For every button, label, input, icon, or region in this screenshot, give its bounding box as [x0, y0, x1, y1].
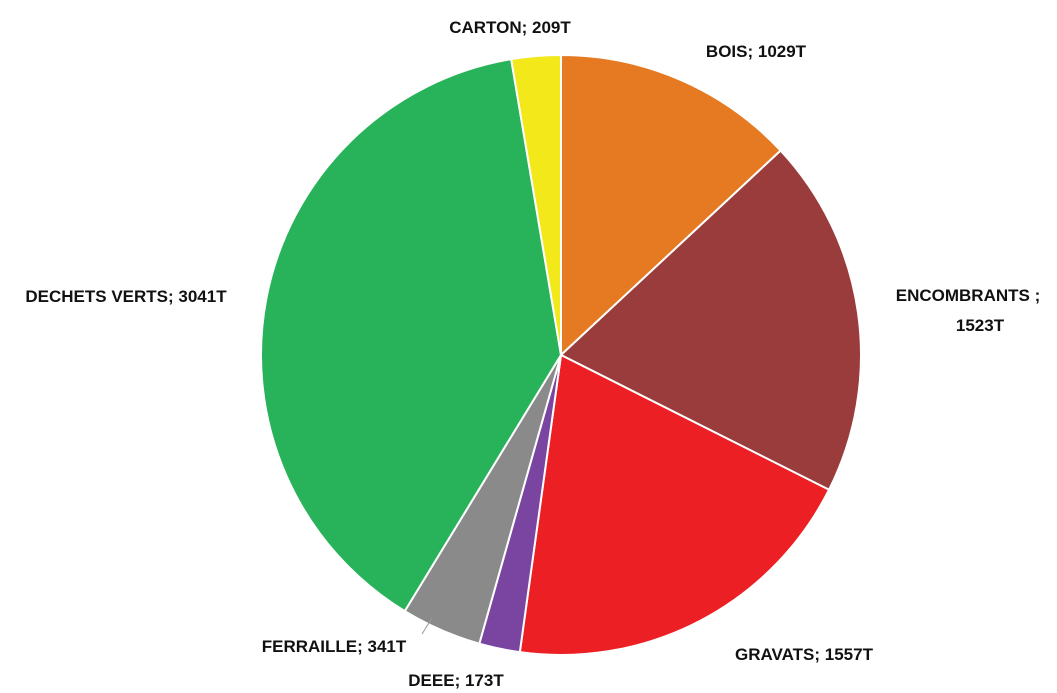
- slice-bois: [560, 53, 783, 358]
- label-dechets-verts: DECHETS VERTS; 3041T: [25, 287, 227, 306]
- label-carton: CARTON; 209T: [449, 18, 571, 37]
- label-ferraille: FERRAILLE; 341T: [262, 637, 407, 656]
- label-encombrants-line2: 1523T: [956, 316, 1005, 335]
- ferraille-leader-line: [421, 617, 433, 635]
- label-encombrants-line1: ENCOMBRANTS ;: [896, 286, 1041, 305]
- pie-slices: [260, 53, 862, 656]
- label-gravats: GRAVATS; 1557T: [735, 645, 874, 664]
- slice-gravats: [518, 353, 831, 656]
- slice-carton: [510, 53, 562, 356]
- slice-encombrants: [559, 149, 862, 492]
- label-bois: BOIS; 1029T: [706, 42, 807, 61]
- slice-dechets-verts: [260, 58, 563, 613]
- label-deee: DEEE; 173T: [408, 671, 504, 690]
